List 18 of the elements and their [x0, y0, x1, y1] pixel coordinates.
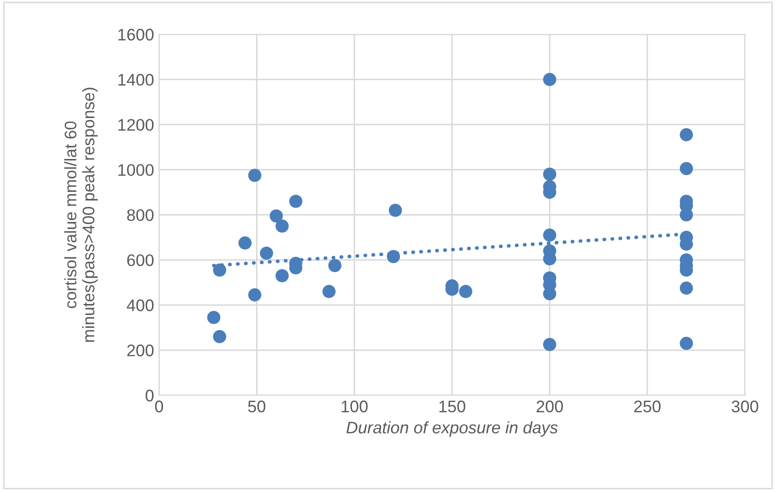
y-tick-label: 800	[127, 209, 154, 222]
x-tick-label: 150	[439, 400, 466, 412]
x-axis-title: Duration of exposure in days	[346, 421, 558, 437]
y-axis-title: cortisol value mmol/lat 60 minutes(pass>400 peak response)	[64, 88, 98, 342]
x-tick-label: 300	[732, 400, 758, 412]
y-tick-label: 0	[146, 390, 154, 402]
y-tick-label: 200	[127, 344, 154, 356]
x-tick-label: 50	[248, 400, 266, 412]
x-tick-label: 250	[634, 400, 661, 412]
y-tick-label: 1600	[118, 28, 154, 41]
y-tick-label: 1400	[118, 74, 154, 86]
y-tick-label: 400	[126, 299, 154, 312]
x-tick-label: 200	[536, 400, 563, 412]
y-tick-label: 600	[127, 254, 154, 266]
x-tick-label: 0	[155, 400, 164, 412]
y-tick-label: 1000	[118, 164, 154, 176]
y-tick-label: 1200	[118, 118, 154, 131]
x-tick-label: 100	[342, 400, 368, 412]
